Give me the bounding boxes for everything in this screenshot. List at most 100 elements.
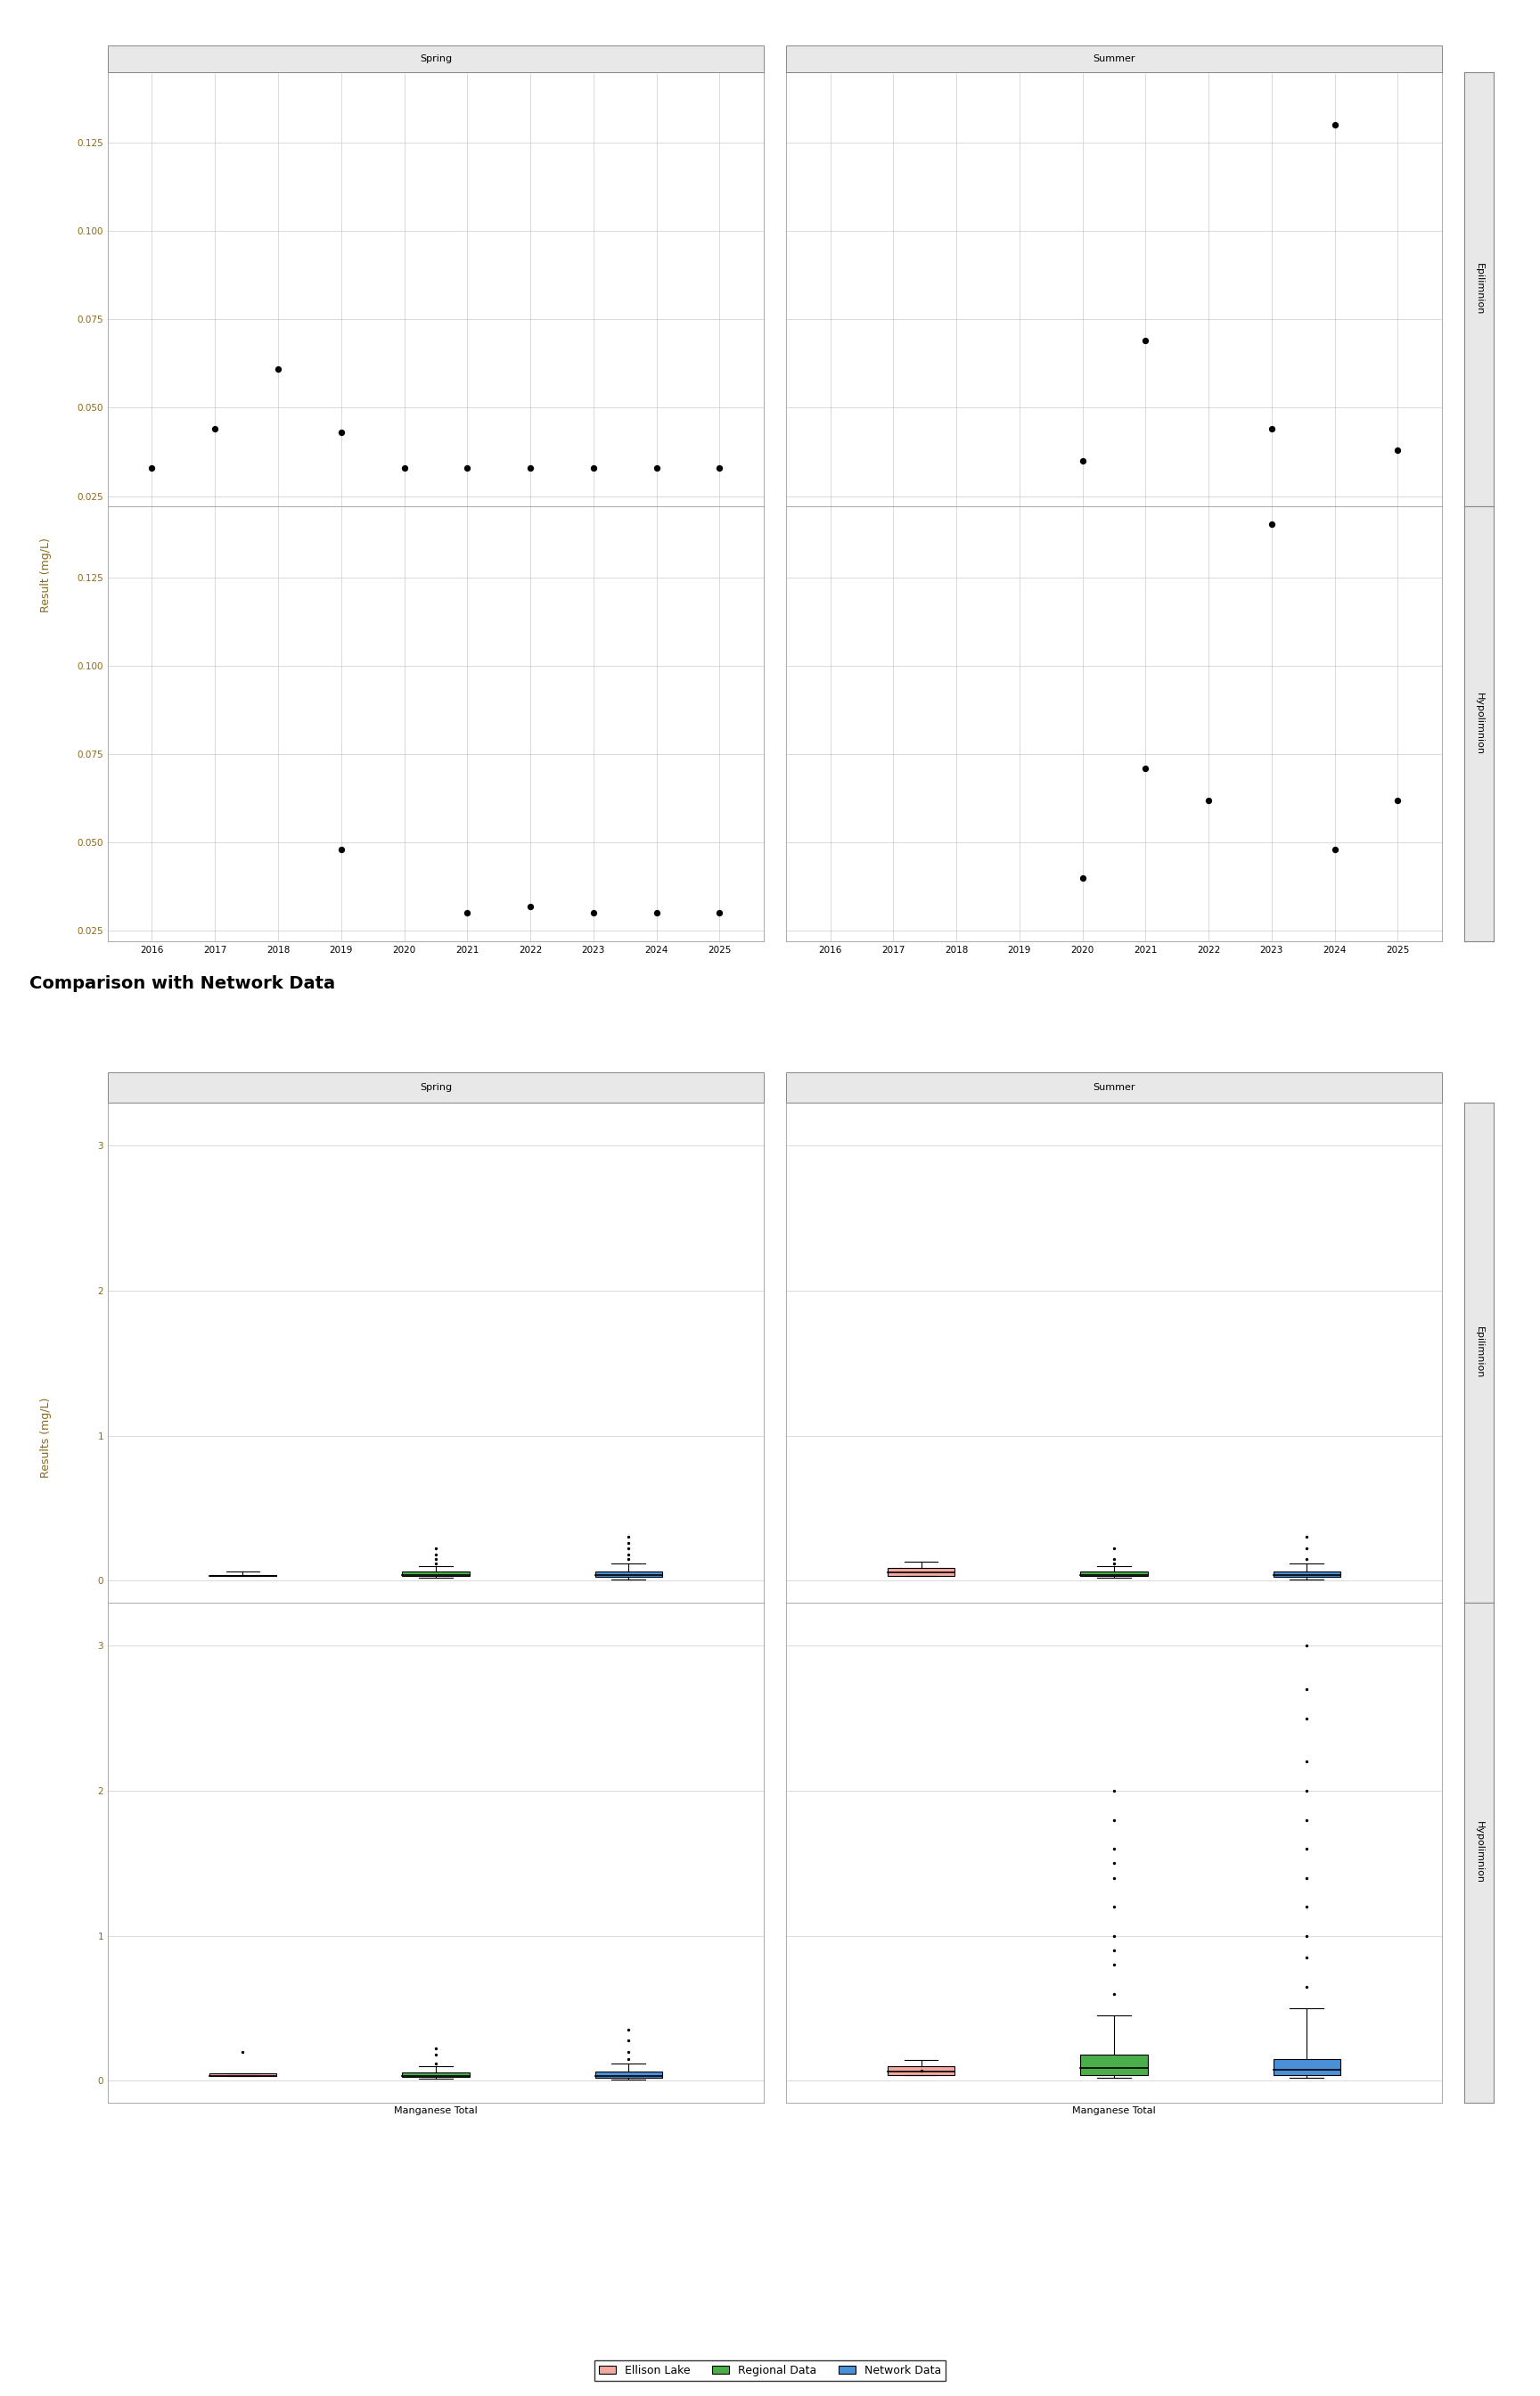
Point [1323, 831, 1348, 870]
Point [1386, 781, 1411, 819]
FancyBboxPatch shape [887, 1569, 955, 1577]
Point [1101, 1888, 1126, 1926]
Point [1101, 1543, 1126, 1581]
Text: Comparison with Network Data: Comparison with Network Data [29, 975, 334, 992]
Point [909, 2051, 933, 2089]
Point [424, 2029, 448, 2068]
Point [517, 887, 542, 925]
Text: Result (mg/L): Result (mg/L) [40, 537, 52, 613]
Point [644, 894, 668, 932]
FancyBboxPatch shape [108, 1073, 764, 1102]
Point [1295, 1799, 1320, 1838]
FancyBboxPatch shape [1080, 1572, 1147, 1577]
Point [1295, 1859, 1320, 1898]
Point [424, 2044, 448, 2082]
Point [330, 831, 354, 870]
Point [140, 448, 165, 486]
Point [1295, 1967, 1320, 2005]
Point [1295, 1529, 1320, 1567]
FancyBboxPatch shape [785, 1073, 1441, 1102]
Point [616, 2032, 641, 2070]
Point [1070, 441, 1095, 479]
FancyBboxPatch shape [108, 46, 764, 72]
Point [424, 1536, 448, 1574]
Point [517, 448, 542, 486]
Point [1101, 1946, 1126, 1984]
Text: Summer: Summer [1093, 55, 1135, 62]
FancyBboxPatch shape [785, 46, 1441, 72]
Point [1101, 1974, 1126, 2013]
Point [1295, 1888, 1320, 1926]
Point [581, 894, 605, 932]
FancyBboxPatch shape [1274, 1572, 1341, 1577]
Point [581, 448, 605, 486]
Text: Hypolimnion: Hypolimnion [1475, 1821, 1483, 1883]
Point [266, 350, 291, 388]
Point [1101, 1541, 1126, 1579]
Point [616, 1541, 641, 1579]
Text: Results (mg/L): Results (mg/L) [40, 1397, 52, 1478]
Point [1295, 1627, 1320, 1665]
Point [1295, 1831, 1320, 1869]
Point [231, 2032, 256, 2070]
Point [424, 1529, 448, 1567]
Point [1197, 781, 1221, 819]
Point [1295, 1670, 1320, 1708]
Point [616, 1536, 641, 1574]
Point [616, 2020, 641, 2058]
Point [454, 894, 479, 932]
Point [616, 1529, 641, 1567]
Text: Hypolimnion: Hypolimnion [1475, 692, 1483, 755]
Point [1101, 1845, 1126, 1883]
FancyBboxPatch shape [1080, 2053, 1147, 2075]
FancyBboxPatch shape [594, 1572, 662, 1577]
Point [1101, 1529, 1126, 1567]
Point [1101, 1771, 1126, 1809]
Point [1323, 105, 1348, 144]
FancyBboxPatch shape [887, 2065, 955, 2075]
Point [1295, 1771, 1320, 1809]
Point [1260, 410, 1284, 448]
Text: Epilimnion: Epilimnion [1475, 1327, 1483, 1378]
Point [1133, 321, 1158, 359]
Text: Summer: Summer [1093, 1083, 1135, 1093]
Point [707, 448, 732, 486]
Point [1260, 506, 1284, 544]
Point [1295, 1519, 1320, 1557]
Text: Spring: Spring [419, 55, 451, 62]
FancyBboxPatch shape [209, 2073, 277, 2077]
Point [424, 1541, 448, 1579]
Point [644, 448, 668, 486]
Point [1101, 1799, 1126, 1838]
FancyBboxPatch shape [594, 2070, 662, 2077]
Point [1101, 1931, 1126, 1970]
Point [1070, 858, 1095, 896]
Point [1133, 750, 1158, 788]
Point [1101, 1859, 1126, 1898]
Point [1295, 1699, 1320, 1737]
Point [203, 410, 228, 448]
Point [454, 448, 479, 486]
FancyBboxPatch shape [402, 1572, 470, 1577]
Point [424, 1543, 448, 1581]
Point [1295, 1917, 1320, 1955]
Point [616, 1519, 641, 1557]
FancyBboxPatch shape [402, 2073, 470, 2077]
Point [616, 2010, 641, 2049]
Point [707, 894, 732, 932]
Point [330, 412, 354, 450]
Point [1295, 1938, 1320, 1977]
Point [391, 448, 416, 486]
Point [1386, 431, 1411, 470]
Point [424, 2034, 448, 2073]
Point [616, 1524, 641, 1562]
Point [1295, 1742, 1320, 1780]
Point [1295, 1541, 1320, 1579]
Point [1101, 1917, 1126, 1955]
Text: Spring: Spring [419, 1083, 451, 1093]
FancyBboxPatch shape [1274, 2058, 1341, 2075]
Point [1101, 1831, 1126, 1869]
Legend: Ellison Lake, Regional Data, Network Data: Ellison Lake, Regional Data, Network Dat… [594, 2360, 946, 2382]
Text: Epilimnion: Epilimnion [1475, 264, 1483, 316]
Point [616, 2039, 641, 2077]
